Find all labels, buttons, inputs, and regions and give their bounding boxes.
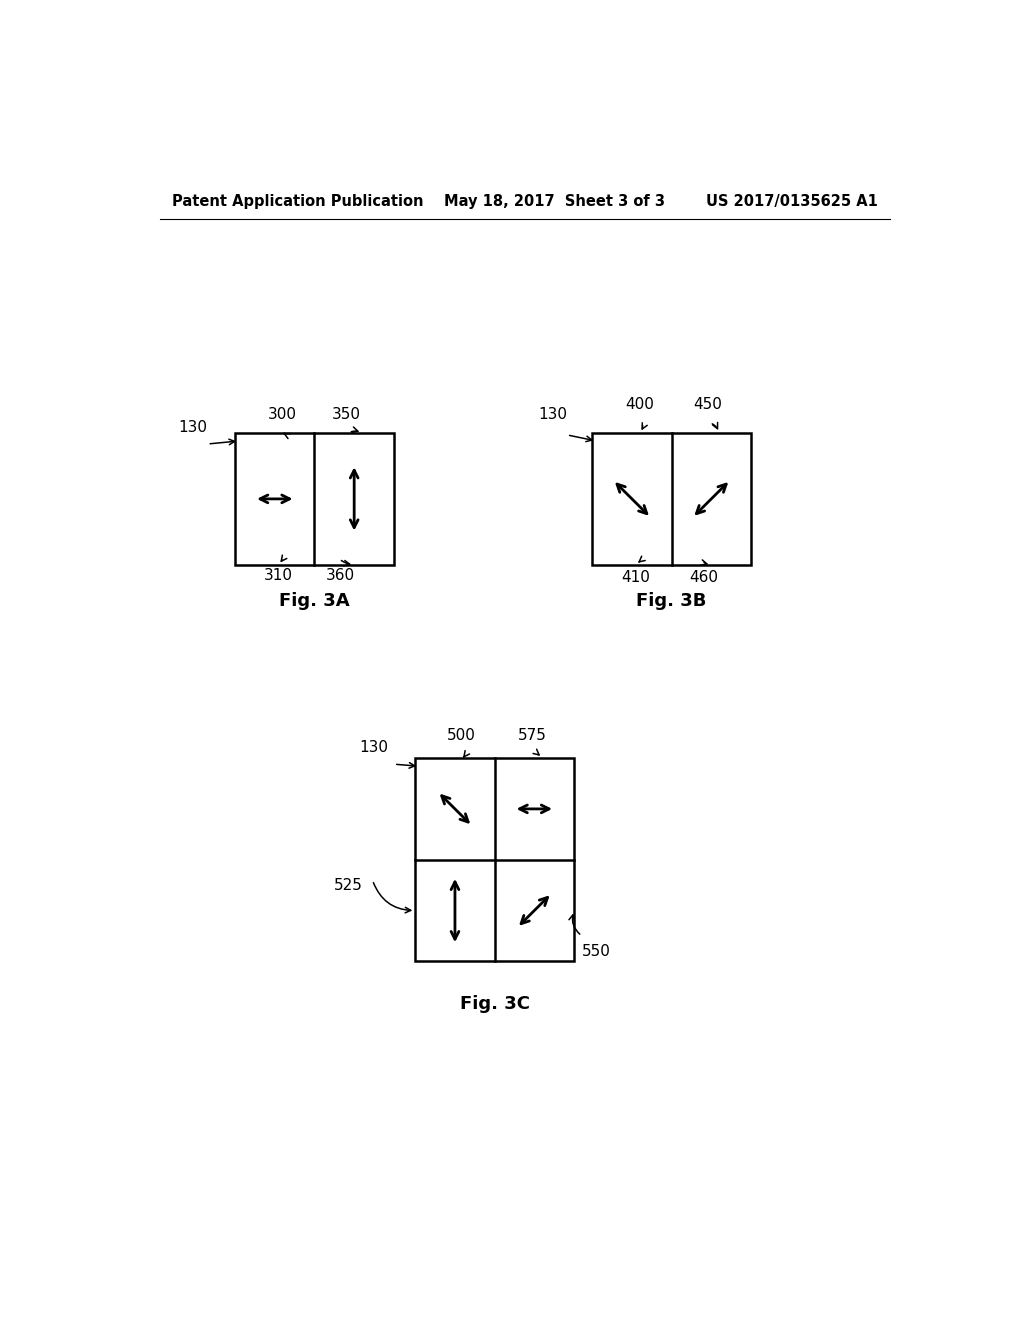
- Text: Patent Application Publication    May 18, 2017  Sheet 3 of 3        US 2017/0135: Patent Application Publication May 18, 2…: [172, 194, 878, 209]
- Bar: [236, 433, 394, 565]
- Text: 525: 525: [334, 878, 364, 892]
- Text: 300: 300: [268, 407, 297, 422]
- Text: 310: 310: [264, 568, 293, 582]
- Text: 130: 130: [178, 420, 208, 436]
- Text: 500: 500: [446, 729, 476, 743]
- Text: 350: 350: [332, 407, 360, 422]
- Text: Fig. 3C: Fig. 3C: [460, 995, 529, 1012]
- Text: 550: 550: [582, 944, 610, 958]
- Bar: [592, 433, 751, 565]
- Text: 360: 360: [326, 568, 355, 582]
- Text: Fig. 3B: Fig. 3B: [637, 591, 707, 610]
- Text: 460: 460: [689, 570, 718, 585]
- Bar: [416, 758, 574, 961]
- Text: 575: 575: [518, 729, 547, 743]
- Text: 400: 400: [626, 397, 654, 412]
- Text: 130: 130: [538, 407, 567, 422]
- Text: 410: 410: [622, 570, 650, 585]
- Text: 130: 130: [359, 741, 388, 755]
- Text: Fig. 3A: Fig. 3A: [280, 591, 350, 610]
- Text: 450: 450: [693, 397, 722, 412]
